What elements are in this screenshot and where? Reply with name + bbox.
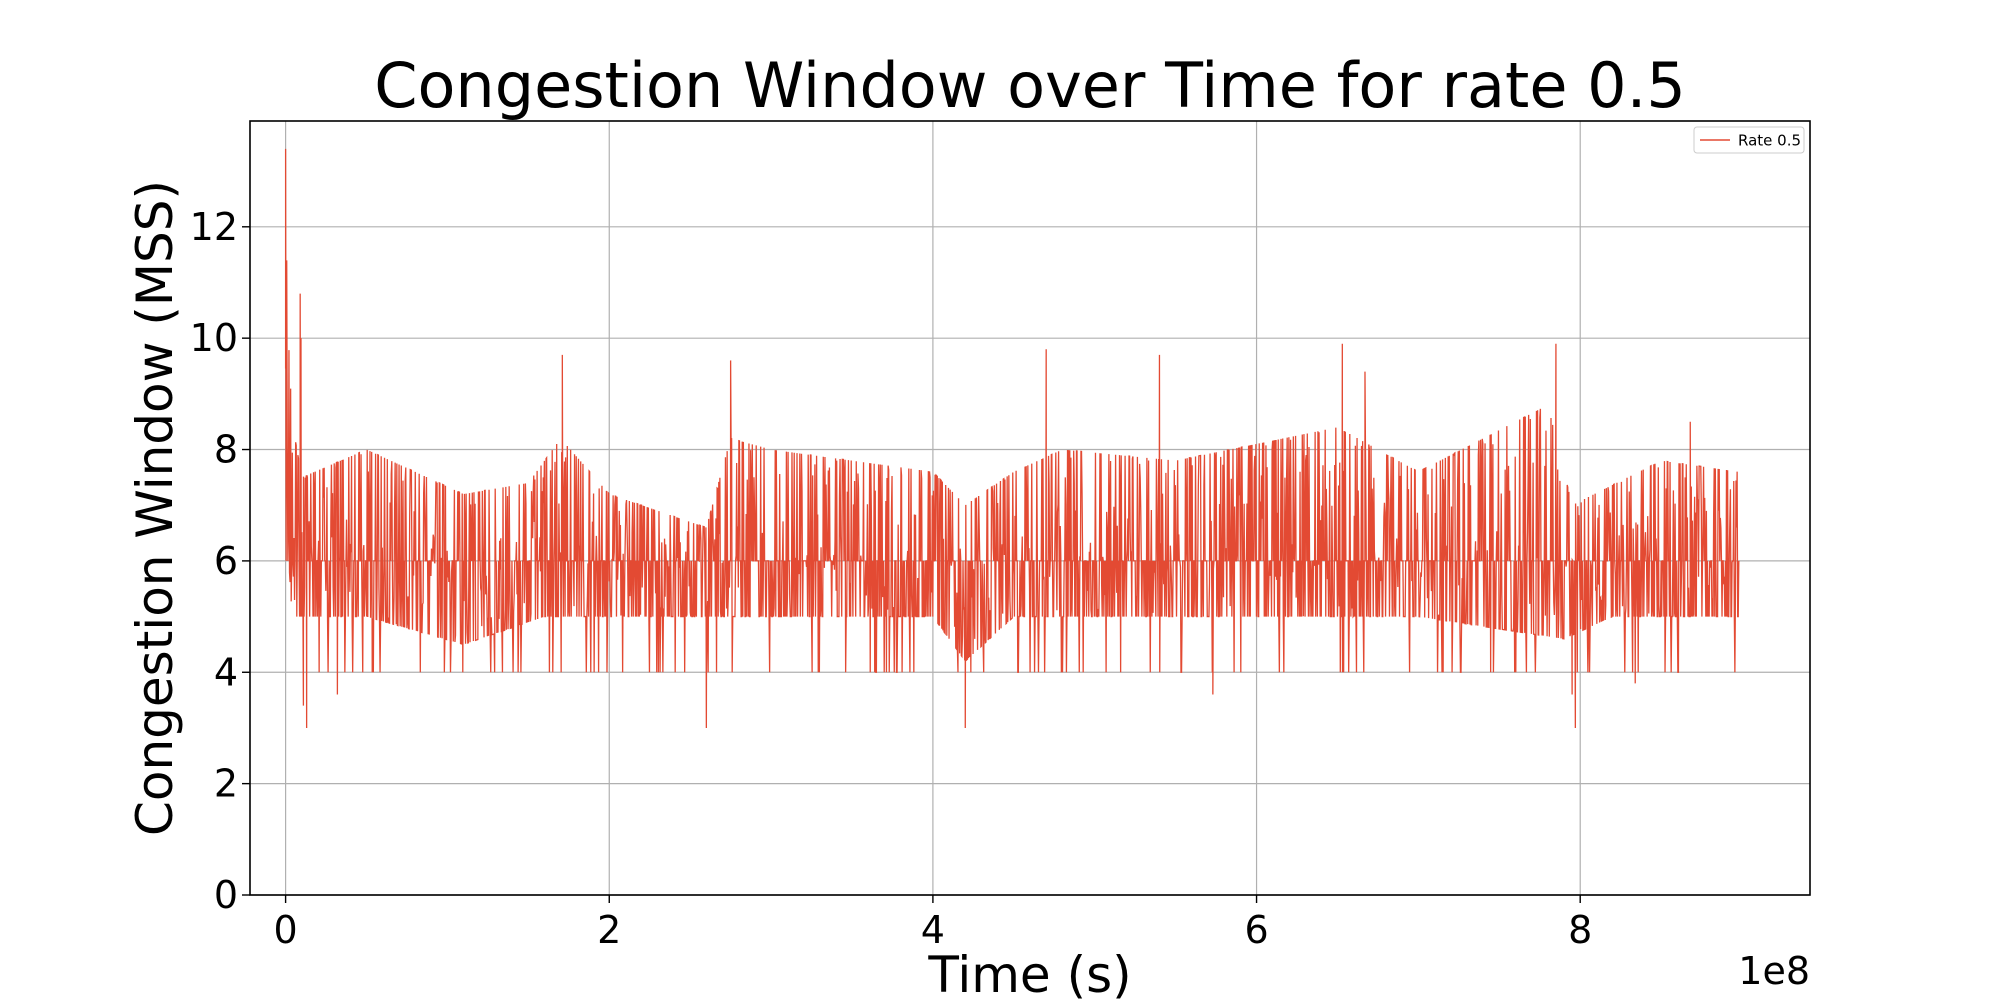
- y-tick-label: 6: [214, 539, 238, 583]
- x-tick-label: 0: [274, 908, 298, 952]
- x-tick-label: 2: [597, 908, 621, 952]
- y-tick-label: 4: [214, 650, 238, 694]
- plot-frame: [249, 120, 1811, 896]
- legend: Rate 0.5: [1693, 126, 1805, 154]
- x-tick-label: 4: [921, 908, 945, 952]
- y-tick-label: 0: [214, 873, 238, 917]
- x-axis-label: Time (s): [927, 946, 1131, 1000]
- y-tick-label: 10: [190, 316, 238, 360]
- y-tick-label: 8: [214, 428, 238, 472]
- y-axis-label: Congestion Window (MSS): [126, 180, 184, 836]
- data-layer: [284, 148, 1740, 728]
- x-tick-label: 8: [1568, 908, 1592, 952]
- x-tick-label: 6: [1244, 908, 1268, 952]
- series-line-rate-0-5: [284, 148, 1740, 728]
- x-axis-offset-label: 1e8: [1738, 949, 1810, 993]
- ticks: 0 2 4 6 8 0 2 4 6 8 10 12: [190, 205, 1593, 952]
- legend-label: Rate 0.5: [1738, 132, 1801, 150]
- legend-box: [1693, 126, 1805, 154]
- chart-title: Congestion Window over Time for rate 0.5: [374, 49, 1686, 122]
- y-tick-label: 12: [190, 205, 238, 249]
- y-tick-label: 2: [214, 762, 238, 806]
